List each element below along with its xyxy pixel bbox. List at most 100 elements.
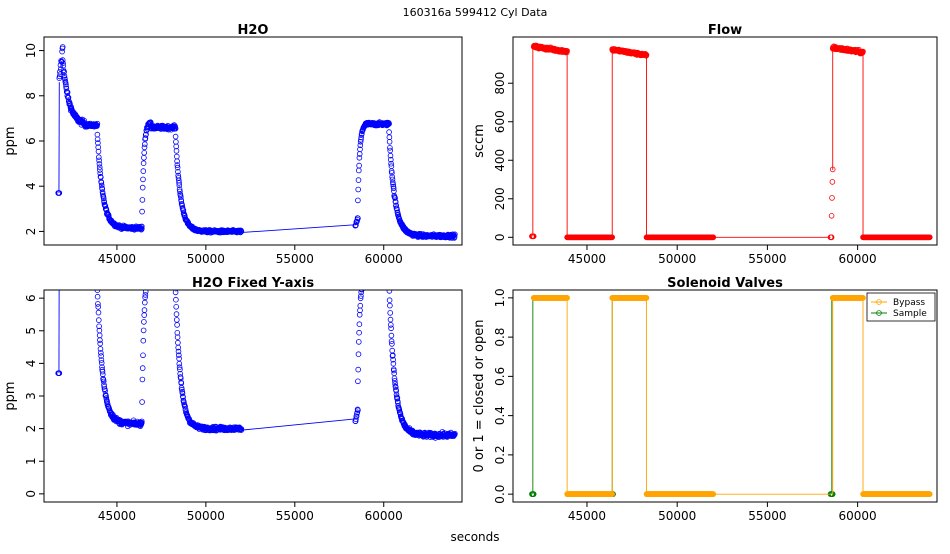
- data-point-h2o-fixed-series: [95, 294, 100, 299]
- x-tick-label-flow: 60000: [839, 252, 877, 266]
- data-point-h2o-fixed-series: [140, 366, 145, 371]
- series-line-h2o-series: [241, 225, 357, 233]
- data-point-h2o-series: [357, 163, 362, 168]
- y-tick-label-solenoid: 0.0: [493, 485, 507, 504]
- data-point-h2o-fixed-series: [388, 303, 393, 308]
- data-point-h2o-fixed-series: [141, 353, 146, 358]
- data-point-h2o-fixed-series: [361, 280, 366, 285]
- y-tick-label-h2o-fixed: 1: [24, 457, 38, 465]
- data-point-h2o-fixed-series: [360, 282, 365, 287]
- figure-xlabel: seconds: [450, 530, 499, 544]
- legend-label-sample: Sample: [893, 309, 927, 319]
- data-point-h2o-series: [140, 209, 145, 214]
- data-point-h2o-fixed-series: [387, 283, 392, 288]
- y-tick-label-h2o: 4: [24, 182, 38, 190]
- x-tick-label-solenoid: 55000: [748, 509, 786, 523]
- data-point-h2o-fixed-series: [176, 340, 181, 345]
- data-point-h2o-fixed-series: [357, 330, 362, 335]
- data-point-h2o-fixed-series: [142, 300, 147, 305]
- data-point-h2o-fixed-series: [362, 274, 367, 279]
- data-point-h2o-fixed-series: [148, 269, 153, 274]
- data-point-h2o-series: [174, 140, 179, 145]
- data-point-h2o-fixed-series: [388, 311, 393, 316]
- data-point-h2o-fixed-series: [140, 400, 145, 405]
- data-point-h2o-fixed-series: [358, 303, 363, 308]
- data-point-h2o-fixed-series: [144, 285, 149, 290]
- data-point-h2o-series: [142, 150, 147, 155]
- data-point-h2o-fixed-series: [96, 318, 101, 323]
- data-point-flow-series: [830, 180, 835, 185]
- data-point-flow-series: [829, 213, 834, 218]
- plot-frame-solenoid: [513, 290, 937, 502]
- data-point-h2o-series: [173, 134, 178, 139]
- plot-area-solenoid: [530, 296, 933, 497]
- data-point-h2o-series: [174, 154, 179, 159]
- chart-title-solenoid: Solenoid Valves: [667, 276, 783, 291]
- data-point-h2o-series: [387, 135, 392, 140]
- y-tick-label-flow: 800: [493, 72, 507, 95]
- y-axis-label-solenoid: 0 or 1 = closed or open: [472, 319, 487, 472]
- x-tick-label-flow: 45000: [568, 252, 606, 266]
- data-point-h2o-series: [174, 144, 179, 149]
- data-point-h2o-fixed-series: [357, 322, 362, 327]
- data-point-h2o-fixed-series: [356, 340, 361, 345]
- x-tick-label-h2o: 60000: [365, 252, 403, 266]
- data-point-h2o-fixed-series: [361, 276, 366, 281]
- data-point-h2o-series: [387, 130, 392, 135]
- data-point-h2o-fixed-series: [361, 275, 366, 280]
- data-point-h2o-fixed-series: [96, 310, 101, 315]
- data-point-h2o-fixed-series: [98, 341, 103, 346]
- data-point-h2o-fixed-series: [364, 271, 369, 276]
- data-point-h2o-fixed-series: [389, 333, 394, 338]
- data-point-h2o-fixed-series: [363, 275, 368, 280]
- data-point-h2o-series: [142, 142, 147, 147]
- y-tick-label-flow: 400: [493, 149, 507, 172]
- x-tick-label-solenoid: 60000: [839, 509, 877, 523]
- series-line-h2o-fixed-series: [241, 419, 357, 430]
- data-point-h2o-fixed-series: [175, 323, 180, 328]
- data-point-h2o-fixed-series: [388, 317, 393, 322]
- data-point-h2o-series: [141, 177, 146, 182]
- data-point-h2o-series: [95, 132, 100, 137]
- y-tick-label-flow: 200: [493, 187, 507, 210]
- data-point-h2o-series: [140, 198, 145, 203]
- y-tick-label-solenoid: 1.0: [493, 288, 507, 307]
- y-axis-label-h2o: ppm: [3, 126, 18, 155]
- y-tick-label-solenoid: 0.4: [493, 406, 507, 425]
- y-tick-label-solenoid: 0.2: [493, 445, 507, 464]
- data-point-h2o-series: [356, 168, 361, 173]
- data-point-h2o-series: [141, 169, 146, 174]
- figure-suptitle: 160316a 599412 Cyl Data: [403, 6, 548, 19]
- x-tick-label-h2o: 45000: [98, 252, 136, 266]
- data-point-h2o-fixed-series: [147, 272, 152, 277]
- y-tick-label-solenoid: 0.6: [493, 367, 507, 386]
- data-point-h2o-fixed-series: [356, 367, 361, 372]
- y-tick-label-h2o-fixed: 3: [24, 392, 38, 400]
- y-tick-label-h2o: 6: [24, 137, 38, 145]
- data-point-h2o-fixed-series: [146, 274, 151, 279]
- data-point-h2o-fixed-series: [146, 271, 151, 276]
- x-tick-label-h2o-fixed: 55000: [276, 509, 314, 523]
- legend-label-bypass: Bypass: [893, 298, 925, 308]
- data-point-h2o-fixed-series: [390, 348, 395, 353]
- data-point-h2o-fixed-series: [362, 275, 367, 280]
- chart-title-h2o-fixed: H2O Fixed Y-axis: [192, 276, 314, 291]
- data-point-h2o-fixed-series: [147, 271, 152, 276]
- x-tick-label-h2o-fixed: 60000: [365, 509, 403, 523]
- data-point-flow-series: [830, 196, 835, 201]
- data-point-h2o-fixed-series: [387, 289, 392, 294]
- plot-area-h2o-fixed: [56, 213, 458, 440]
- data-point-h2o-fixed-series: [360, 281, 365, 286]
- data-point-h2o-fixed-series: [145, 278, 150, 283]
- data-point-h2o-series: [392, 189, 397, 194]
- data-point-h2o-fixed-series: [174, 312, 179, 317]
- y-tick-label-h2o-fixed: 6: [24, 294, 38, 302]
- x-tick-label-h2o: 55000: [276, 252, 314, 266]
- x-tick-label-solenoid: 50000: [658, 509, 696, 523]
- data-point-h2o-fixed-series: [148, 269, 153, 274]
- data-point-h2o-series: [387, 139, 392, 144]
- y-axis-label-h2o-fixed: ppm: [3, 381, 18, 410]
